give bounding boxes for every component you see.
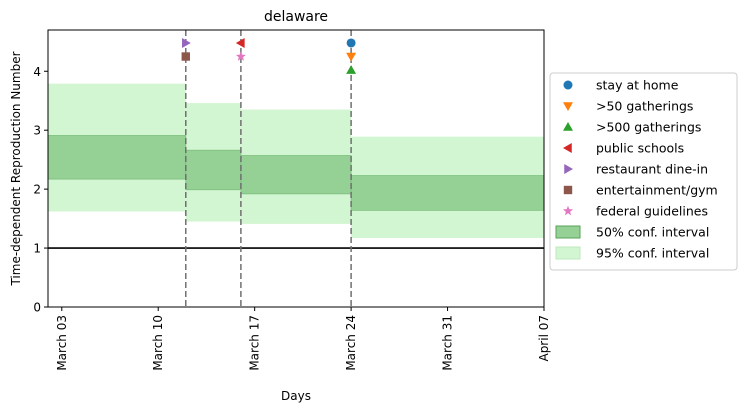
- legend-patch-8: [555, 225, 581, 239]
- intervention-markers: [181, 37, 357, 74]
- legend-label-8: 50% conf. interval: [596, 225, 709, 240]
- marker-5: [182, 37, 191, 48]
- ci50-band-1: [47, 135, 187, 180]
- plot-frame: [47, 29, 545, 308]
- legend-marker-5: [564, 164, 573, 174]
- marker-2: [346, 52, 357, 62]
- x-tick-label-3: March 24: [344, 315, 358, 371]
- x-axis-label: Days: [281, 389, 311, 403]
- legend-label-7: federal guidelines: [596, 204, 708, 219]
- legend-marker-3: [563, 122, 573, 131]
- x-tick-label-2: March 17: [248, 315, 262, 371]
- legend-marker-7: [563, 205, 573, 216]
- marker-3: [346, 65, 357, 74]
- ci50-band-3: [240, 155, 352, 195]
- marker-6: [181, 52, 190, 61]
- legend-box: [549, 72, 738, 271]
- x-tick-label-1: March 10: [151, 315, 165, 371]
- y-tick-label-4: 4: [33, 65, 41, 79]
- y-axis-label: Time-dependent Reproduction Number: [9, 51, 23, 286]
- legend-label-1: stay at home: [596, 78, 679, 93]
- legend-label-5: restaurant dine-in: [596, 162, 708, 177]
- legend-label-4: public schools: [596, 141, 684, 156]
- y-axis: 0 1 2 3 4: [33, 65, 48, 315]
- confidence-bands: [47, 83, 545, 239]
- marker-1: [346, 38, 356, 48]
- x-tick-label-0: March 03: [55, 315, 69, 371]
- x-tick-label-4: March 31: [441, 315, 455, 371]
- marker-4: [235, 37, 245, 48]
- legend: stay at home >50 gatherings >500 gathering…: [549, 72, 738, 271]
- legend-patch-9: [555, 246, 581, 260]
- legend-marker-4: [563, 143, 572, 153]
- legend-label-6: entertainment/gym: [596, 183, 718, 198]
- ci50-band-2: [185, 149, 242, 191]
- y-tick-label-1: 1: [33, 242, 41, 256]
- y-tick-label-3: 3: [33, 124, 41, 138]
- legend-label-3: >500 gatherings: [596, 120, 701, 135]
- legend-marker-6: [563, 185, 573, 195]
- legend-marker-1: [563, 80, 573, 90]
- y-tick-label-0: 0: [33, 301, 41, 315]
- legend-label-9: 95% conf. interval: [596, 246, 709, 261]
- x-tick-label-5: April 07: [537, 315, 551, 362]
- intervention-lines: [185, 30, 352, 307]
- ci50-band-4: [350, 175, 545, 211]
- x-axis: March 03 March 10 March 17 March 24 March 31…: [55, 307, 551, 371]
- legend-marker-2: [563, 102, 573, 111]
- marker-7: [235, 51, 246, 61]
- y-tick-label-2: 2: [33, 183, 41, 197]
- legend-label-2: >50 gatherings: [596, 99, 693, 114]
- chart-title: delaware: [264, 9, 328, 25]
